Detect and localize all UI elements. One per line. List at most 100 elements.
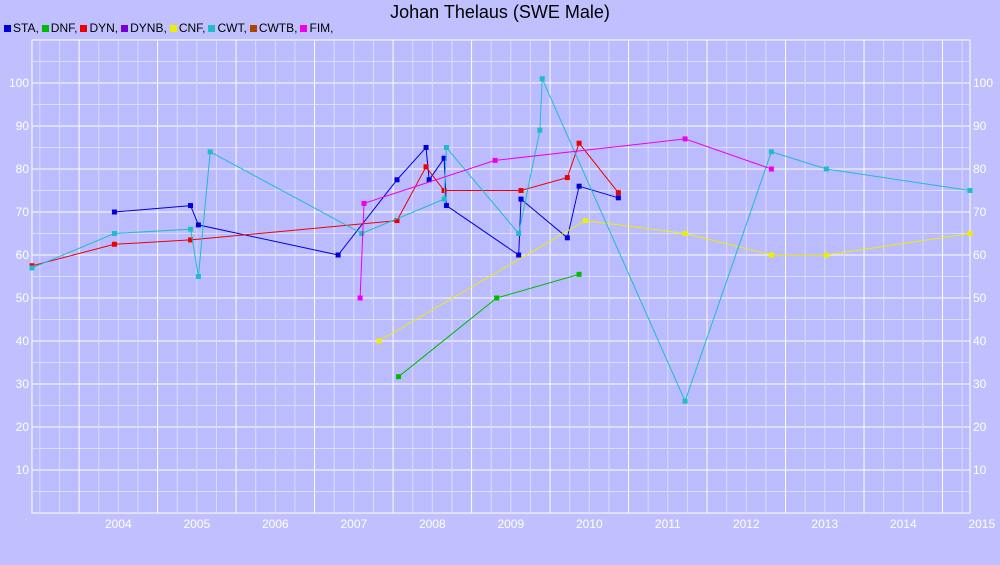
y-tick-label-right: 40 — [973, 334, 987, 348]
x-tick-label: 2015 — [968, 517, 995, 531]
y-tick-label-left: 100 — [9, 76, 29, 90]
y-tick-label-left: 20 — [16, 420, 30, 434]
data-point-dnf — [494, 295, 500, 301]
data-point-cwt — [207, 149, 213, 155]
legend-item-fim: FIM, — [300, 21, 333, 35]
legend-label: FIM, — [309, 21, 334, 35]
y-tick-label-right: 70 — [973, 205, 987, 219]
x-tick-label: 2013 — [811, 517, 838, 531]
data-point-dyn — [615, 190, 621, 196]
y-tick-label-right: 10 — [973, 463, 987, 477]
data-point-sta — [423, 145, 429, 150]
data-point-sta — [111, 209, 117, 215]
data-point-dnf — [576, 271, 582, 277]
x-tick-label: 2007 — [340, 517, 367, 531]
y-tick-label-left: 40 — [16, 334, 30, 348]
legend: STA, DNF, DYN, DYNB, CNF, CWT, CWTB, FIM, — [4, 21, 336, 35]
y-tick-label-left: 80 — [16, 162, 30, 176]
y-tick-label-right: 30 — [973, 377, 987, 391]
y-tick-label-left: 10 — [16, 463, 30, 477]
legend-label: DYN, — [89, 21, 119, 35]
data-point-cwt — [359, 231, 365, 236]
data-point-dnf — [396, 374, 402, 380]
legend-item-sta: STA, — [4, 21, 39, 35]
chart-title: Johan Thelaus (SWE Male) — [390, 2, 610, 22]
data-point-sta — [516, 252, 522, 258]
data-point-cwt — [188, 226, 194, 232]
legend-label: STA, — [13, 21, 39, 35]
data-point-dyn — [518, 188, 524, 193]
data-point-sta — [188, 203, 194, 209]
legend-label: DNF, — [50, 21, 78, 35]
data-point-cwt — [29, 265, 35, 271]
data-point-dyn — [423, 164, 429, 170]
data-point-dyn — [394, 218, 400, 224]
legend-swatch — [300, 24, 308, 32]
legend-label: CNF, — [178, 21, 206, 35]
legend-item-dynb: DYNB, — [121, 21, 167, 35]
legend-swatch — [121, 24, 129, 32]
data-point-sta — [518, 196, 524, 202]
y-tick-label-left: 60 — [16, 248, 30, 262]
x-tick-label: 2009 — [497, 517, 524, 531]
legend-label: DYNB, — [130, 21, 167, 35]
data-point-sta — [335, 252, 341, 258]
data-point-cnf — [967, 231, 973, 236]
x-tick-label: 2012 — [733, 517, 760, 531]
data-point-sta — [615, 195, 621, 201]
x-tick-label: 2005 — [183, 517, 210, 531]
data-point-dyn — [188, 237, 194, 243]
data-point-fim — [492, 157, 498, 163]
data-point-cwt — [516, 231, 522, 236]
data-point-cwt — [682, 398, 688, 404]
y-tick-label-left: 30 — [16, 377, 30, 391]
x-tick-label: 2008 — [419, 517, 446, 531]
data-point-cwt — [537, 127, 543, 133]
data-point-fim — [357, 295, 363, 301]
y-tick-label-right: 80 — [973, 162, 987, 176]
data-point-sta — [426, 177, 432, 183]
data-point-cwt — [195, 274, 201, 279]
x-tick-label: 2006 — [262, 517, 289, 531]
data-point-cnf — [768, 252, 774, 258]
data-point-cwt — [111, 231, 117, 236]
data-point-cwt — [441, 196, 447, 202]
data-point-fim — [361, 200, 367, 206]
y-tick-label-left: 50 — [16, 291, 30, 305]
series-line-dyn — [31, 142, 619, 267]
legend-item-dnf: DNF, — [41, 21, 78, 35]
data-point-sta — [576, 183, 582, 189]
legend-swatch — [169, 24, 177, 32]
data-point-sta — [394, 177, 400, 183]
data-point-dyn — [111, 241, 117, 247]
data-point-fim — [768, 166, 774, 172]
legend-swatch — [80, 24, 88, 32]
data-point-cwt — [768, 149, 774, 155]
legend-swatch — [249, 24, 257, 32]
y-tick-label-right: 50 — [973, 291, 987, 305]
data-point-cnf — [682, 231, 688, 236]
data-point-dyn — [564, 175, 570, 181]
data-point-cnf — [376, 338, 382, 344]
y-tick-label-right: 90 — [973, 119, 987, 133]
x-tick-label: 2011 — [655, 517, 681, 531]
data-point-sta — [441, 155, 447, 161]
data-point-dyn — [576, 140, 582, 146]
data-point-cwt — [443, 145, 449, 150]
x-tick-label: 2014 — [890, 517, 917, 531]
y-tick-label-right: 100 — [973, 76, 993, 90]
data-point-cnf — [823, 252, 829, 258]
data-point-sta — [443, 203, 449, 209]
y-tick-label-left: 70 — [16, 205, 30, 219]
y-tick-label-left: 90 — [16, 119, 30, 133]
legend-item-cwtb: CWTB, — [249, 21, 298, 35]
legend-swatch — [208, 24, 216, 32]
legend-item-dyn: DYN, — [80, 21, 118, 35]
legend-label: CWTB, — [258, 21, 298, 35]
data-point-cnf — [582, 218, 588, 224]
legend-label: CWT, — [217, 21, 247, 35]
data-point-sta — [195, 222, 201, 228]
legend-item-cnf: CNF, — [169, 21, 206, 35]
x-tick-label: 2010 — [576, 517, 603, 531]
